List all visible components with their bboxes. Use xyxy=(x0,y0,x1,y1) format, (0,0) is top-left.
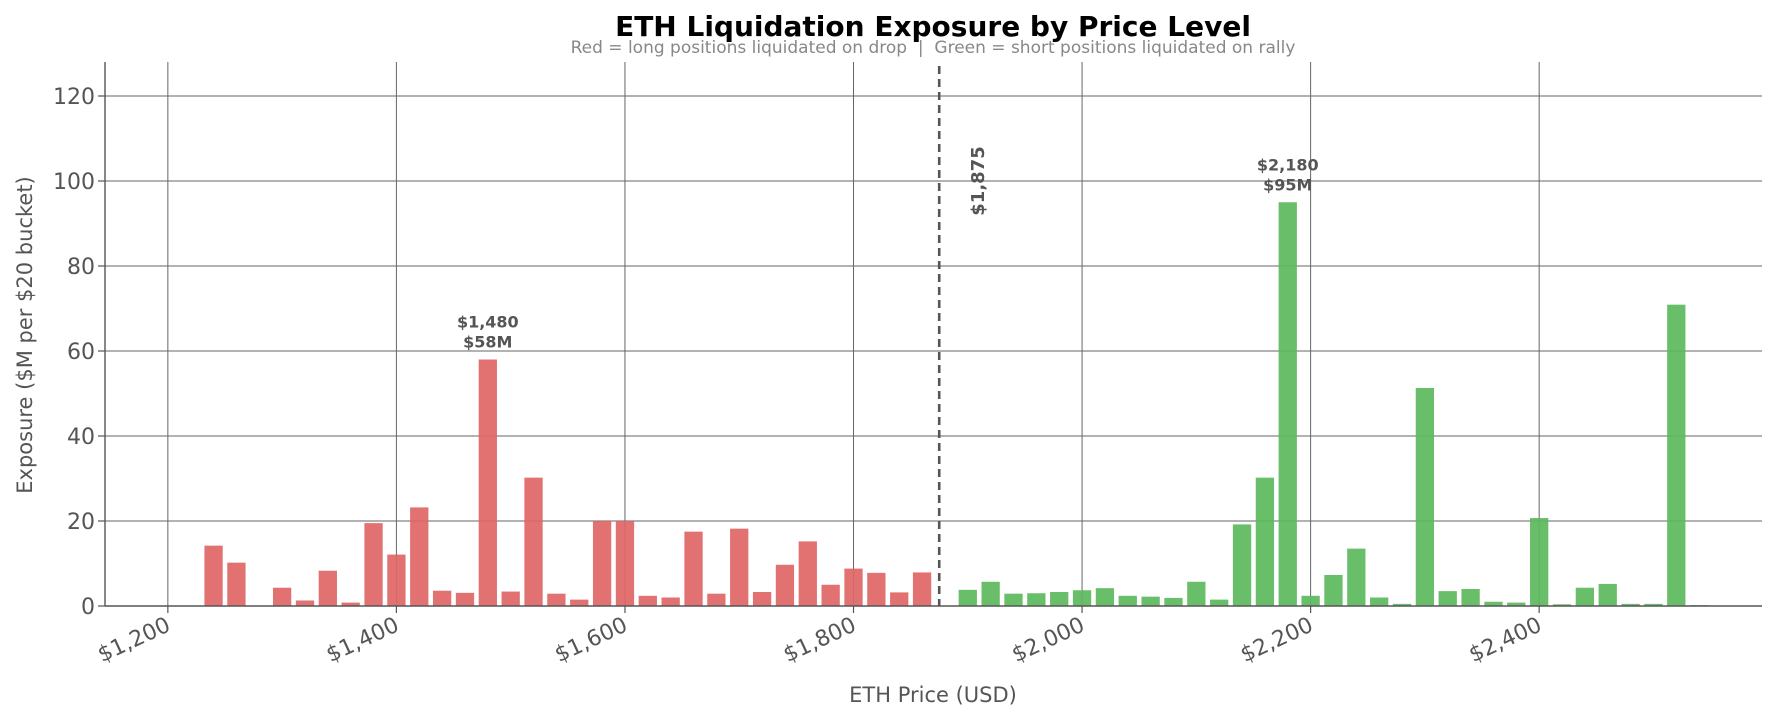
bar-short xyxy=(1392,603,1412,606)
bar-long xyxy=(752,591,772,606)
x-tick-label: $2,400 xyxy=(1465,613,1545,668)
bar-long xyxy=(661,597,680,606)
y-tick-label: 40 xyxy=(67,425,95,450)
bar-short xyxy=(1027,593,1046,606)
bar-long xyxy=(432,590,452,606)
bar-long xyxy=(684,531,703,606)
bar-short xyxy=(958,589,977,606)
bar-long xyxy=(592,521,612,606)
bar-long xyxy=(501,591,520,606)
x-tick-label: $1,200 xyxy=(94,613,174,668)
y-tick-label: 100 xyxy=(53,170,95,195)
bar-long xyxy=(615,521,635,606)
bar-long xyxy=(295,600,315,606)
bar-short xyxy=(1004,593,1023,606)
bar-long xyxy=(341,602,360,606)
y-tick-label: 60 xyxy=(67,340,95,365)
bar-long xyxy=(912,572,932,606)
bar-short xyxy=(1210,599,1229,606)
bar-short xyxy=(1530,518,1549,606)
x-tick-label: $1,400 xyxy=(323,613,403,668)
bar-short xyxy=(1552,604,1572,606)
x-tick-label: $1,600 xyxy=(551,613,631,668)
bar-long xyxy=(730,528,749,606)
annotations: $1,875 $1,480$58M $2,180$95M xyxy=(457,66,1319,606)
y-tick-label: 20 xyxy=(67,510,95,535)
bar-short xyxy=(1164,597,1183,606)
peak-annotation: $2,180 xyxy=(1257,155,1319,174)
y-tick-label: 80 xyxy=(67,255,95,280)
bar-short xyxy=(1575,587,1595,606)
y-tick-label: 0 xyxy=(81,595,95,620)
bar-short xyxy=(1255,477,1275,606)
bar-long xyxy=(204,545,223,606)
bar-short xyxy=(1141,596,1160,606)
bar-short xyxy=(1667,304,1686,606)
peak-annotation: $1,480 xyxy=(457,313,519,332)
chart-title: ETH Liquidation Exposure by Price Level xyxy=(615,10,1251,43)
bar-short xyxy=(1072,590,1092,606)
bar-long xyxy=(867,572,886,606)
gridlines xyxy=(105,62,1762,606)
bar-long xyxy=(821,584,840,606)
axes xyxy=(98,62,1762,613)
bars xyxy=(204,202,1709,606)
x-axis-label: ETH Price (USD) xyxy=(849,683,1017,707)
bar-long xyxy=(707,593,726,606)
bar-short xyxy=(1438,591,1457,606)
bar-short xyxy=(1301,595,1320,606)
y-tick-label: 120 xyxy=(53,85,95,110)
bar-short xyxy=(1484,601,1503,606)
bar-long xyxy=(547,593,566,606)
bar-long xyxy=(455,592,475,606)
bar-short xyxy=(1598,583,1617,606)
x-tick-label: $2,200 xyxy=(1237,613,1317,668)
bar-short xyxy=(1232,524,1252,606)
bar-long xyxy=(798,541,817,606)
peak-annotation: $58M xyxy=(463,333,512,352)
bar-short xyxy=(1507,602,1526,606)
bar-long xyxy=(478,359,497,606)
bar-short xyxy=(1278,202,1297,606)
bar-long xyxy=(638,595,657,606)
bar-short xyxy=(1370,597,1389,606)
peak-annotation: $95M xyxy=(1263,175,1312,194)
bar-long xyxy=(570,599,589,606)
x-tick-label: $2,000 xyxy=(1008,613,1088,668)
bar-long xyxy=(387,554,406,606)
bar-short xyxy=(981,581,1000,606)
bar-short xyxy=(1095,588,1115,606)
bar-short xyxy=(1644,603,1663,606)
bar-short xyxy=(1461,589,1480,606)
current-price-label: $1,875 xyxy=(968,146,989,215)
x-tick-label: $1,800 xyxy=(780,613,860,668)
bar-long xyxy=(272,587,292,606)
bar-long xyxy=(890,592,909,606)
bar-short xyxy=(1187,581,1206,606)
bar-long xyxy=(775,564,795,606)
bar-long xyxy=(524,477,543,606)
bar-short xyxy=(1050,591,1069,606)
bar-short xyxy=(1621,603,1640,606)
y-axis-label: Exposure ($M per $20 bucket) xyxy=(13,176,37,494)
bar-long xyxy=(227,562,246,606)
bar-long xyxy=(364,523,383,606)
bar-short xyxy=(1415,387,1435,606)
bar-short xyxy=(1347,548,1366,606)
bar-long xyxy=(410,507,429,606)
bar-short xyxy=(1118,595,1137,606)
bar-short xyxy=(1324,574,1343,606)
chart-subtitle: Red = long positions liquidated on drop … xyxy=(571,38,1296,58)
bar-long xyxy=(318,570,337,606)
bar-long xyxy=(844,568,863,606)
